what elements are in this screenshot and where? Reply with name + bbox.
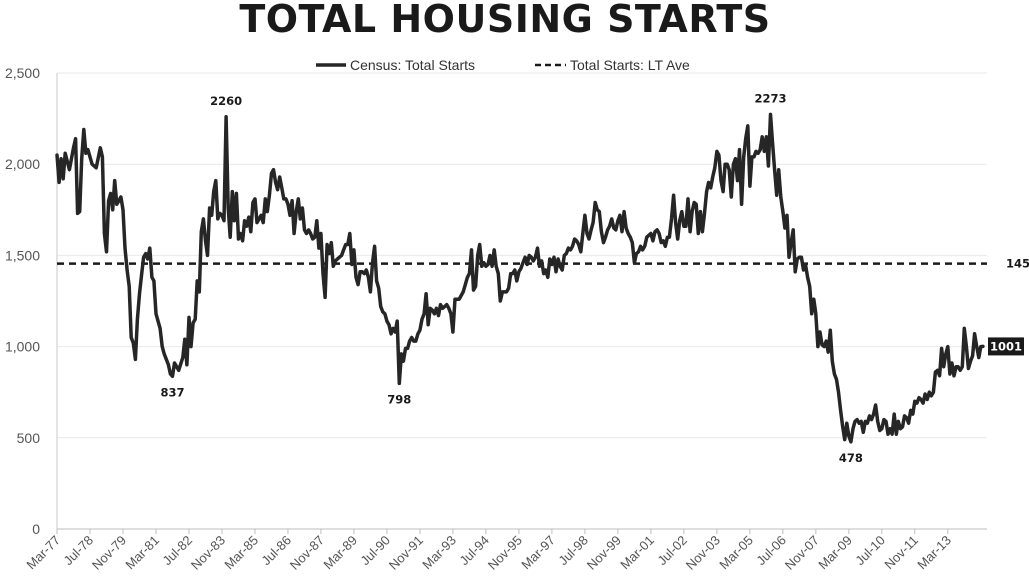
x-tick-label: Mar-97	[518, 533, 558, 573]
x-tick-label: Mar-13	[914, 533, 954, 573]
legend-label-lt-ave: Total Starts: LT Ave	[570, 57, 690, 73]
y-axis: 0 500 1,000 1,500 2,000 2,500	[5, 65, 58, 537]
x-tick-label: Nov-99	[584, 533, 624, 573]
annotations: 837 2260 798 2273 478 1455 1001	[160, 91, 1029, 464]
x-tick-label: Mar-01	[617, 533, 657, 573]
y-tick-label: 1,000	[5, 339, 40, 355]
x-axis: Mar-77Jul-78Nov-79Mar-81Jul-82Nov-83Mar-…	[23, 528, 987, 573]
x-tick-label: Nov-91	[386, 533, 426, 573]
data-label-2273: 2273	[754, 91, 786, 105]
x-tick-label: Nov-83	[188, 533, 228, 573]
legend: Census: Total Starts Total Starts: LT Av…	[316, 57, 690, 73]
x-tick-label: Mar-81	[122, 533, 162, 573]
last-value-label: 1001	[990, 339, 1022, 353]
x-tick-label: Nov-11	[881, 533, 921, 573]
y-tick-label: 0	[32, 521, 40, 537]
x-tick-label: Nov-87	[287, 533, 327, 573]
x-tick-label: Mar-09	[815, 533, 855, 573]
y-tick-label: 500	[17, 430, 41, 446]
x-tick-label: Mar-85	[221, 533, 261, 573]
y-tick-label: 1,500	[5, 247, 40, 263]
x-tick-label: Nov-95	[485, 533, 525, 573]
data-label-798: 798	[387, 392, 411, 406]
x-tick-label: Mar-89	[320, 533, 360, 573]
last-value-badge	[988, 337, 1024, 356]
x-tick-label: Nov-03	[683, 533, 723, 573]
census-series	[55, 112, 985, 444]
lt-average-value-label: 1455	[1006, 257, 1029, 271]
y-tick-label: 2,500	[5, 65, 40, 81]
data-label-2260: 2260	[210, 94, 242, 108]
chart-title: TOTAL HOUSING STARTS	[239, 0, 770, 41]
gridlines	[57, 72, 987, 439]
legend-label-census: Census: Total Starts	[350, 57, 475, 73]
y-tick-label: 2,000	[5, 156, 40, 172]
x-tick-label: Mar-77	[23, 533, 63, 573]
x-tick-label: Mar-05	[716, 533, 756, 573]
census-total-starts-line	[55, 112, 985, 444]
x-tick-label: Nov-79	[89, 533, 129, 573]
x-tick-label: Mar-93	[419, 533, 459, 573]
x-tick-label: Nov-07	[782, 533, 822, 573]
data-label-478: 478	[839, 451, 863, 465]
data-label-837: 837	[160, 385, 184, 399]
